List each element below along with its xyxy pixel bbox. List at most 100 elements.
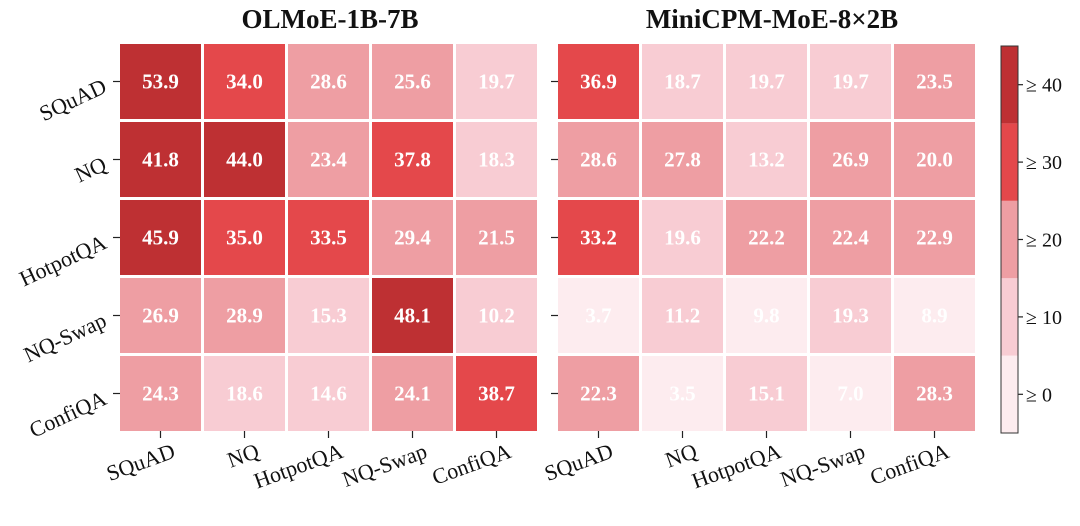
cell-value-label: 19.3 bbox=[832, 304, 869, 328]
cell-value-label: 29.4 bbox=[394, 226, 431, 250]
cell-value-label: 3.7 bbox=[585, 304, 611, 328]
heatmap-cell-hotpotqa-nq bbox=[642, 200, 723, 275]
cell-value-label: 11.2 bbox=[665, 304, 701, 328]
heatmap-cell-nq-swap-nq bbox=[204, 278, 285, 353]
heatmap-cell-nq-hotpotqa bbox=[726, 122, 807, 197]
cell-value-label: 36.9 bbox=[580, 70, 617, 94]
heatmap-cell-confiqa-squad bbox=[558, 356, 639, 431]
heatmap-cell-hotpotqa-nq-swap bbox=[810, 200, 891, 275]
colorbar: ≥ 0 ≥ 10 ≥ 20 ≥ 30 ≥ 40 bbox=[1000, 45, 1062, 434]
heatmap-cell-nq-squad bbox=[558, 122, 639, 197]
heatmap-cell-confiqa-confiqa bbox=[894, 356, 975, 431]
cell-value-label: 22.4 bbox=[832, 226, 869, 250]
heatmap-cell-nq-squad bbox=[120, 122, 201, 197]
heatmap-cell-squad-nq-swap bbox=[810, 44, 891, 119]
heatmap-cell-hotpotqa-confiqa bbox=[894, 200, 975, 275]
cell-value-label: 27.8 bbox=[664, 148, 701, 172]
cell-value-label: 15.1 bbox=[748, 382, 785, 406]
cell-value-label: 20.0 bbox=[916, 148, 953, 172]
heatmap-cell-hotpotqa-hotpotqa bbox=[288, 200, 369, 275]
y-tick-label-nq: NQ bbox=[71, 151, 110, 187]
heatmap-cell-hotpotqa-hotpotqa bbox=[726, 200, 807, 275]
cell-value-label: 22.9 bbox=[916, 226, 953, 250]
cell-value-label: 7.0 bbox=[837, 382, 863, 406]
heatmap-cell-nq-hotpotqa bbox=[288, 122, 369, 197]
colorbar-label: ≥ 40 bbox=[1026, 75, 1062, 97]
x-tick-label-confiqa: ConfiQA bbox=[429, 438, 515, 490]
cell-value-label: 28.3 bbox=[916, 382, 953, 406]
heatmap-cell-confiqa-nq-swap bbox=[810, 356, 891, 431]
cell-value-label: 13.2 bbox=[748, 148, 785, 172]
heatmap-cell-squad-confiqa bbox=[456, 44, 537, 119]
colorbar-frame bbox=[1000, 45, 1019, 434]
x-tick-label-squad: SQuAD bbox=[541, 438, 616, 486]
panel-title-minicpm: MiniCPM-MoE-8×2B bbox=[646, 4, 898, 34]
cell-value-label: 23.5 bbox=[916, 70, 953, 94]
cell-value-label: 34.0 bbox=[226, 70, 263, 94]
heatmap-cell-nq-nq-swap bbox=[372, 122, 453, 197]
y-tick-label-hotpotqa: HotpotQA bbox=[15, 229, 110, 291]
heatmap-cell-squad-confiqa bbox=[894, 44, 975, 119]
heatmap-cell-confiqa-nq bbox=[642, 356, 723, 431]
cell-value-label: 3.5 bbox=[669, 382, 695, 406]
heatmap-cell-confiqa-nq bbox=[204, 356, 285, 431]
colorbar-label: ≥ 0 bbox=[1026, 384, 1052, 406]
heatmap-cell-squad-nq bbox=[642, 44, 723, 119]
heatmap-cell-nq-swap-confiqa bbox=[456, 278, 537, 353]
heatmap-cell-nq-nq bbox=[642, 122, 723, 197]
heatmap-cell-squad-hotpotqa bbox=[726, 44, 807, 119]
heatmap-cell-nq-swap-nq-swap bbox=[372, 278, 453, 353]
heatmap-cell-nq-swap-nq-swap bbox=[810, 278, 891, 353]
x-tick-label-squad: SQuAD bbox=[103, 438, 178, 486]
cell-value-label: 38.7 bbox=[478, 382, 515, 406]
heatmap-cell-confiqa-confiqa bbox=[456, 356, 537, 431]
cell-value-label: 15.3 bbox=[310, 304, 347, 328]
cell-value-label: 45.9 bbox=[142, 226, 179, 250]
x-tick-label-hotpotqa: HotpotQA bbox=[250, 438, 346, 493]
cell-value-label: 19.7 bbox=[748, 70, 785, 94]
heatmap-cell-nq-swap-confiqa bbox=[894, 278, 975, 353]
colorbar-segment bbox=[1001, 355, 1018, 433]
cell-value-label: 41.8 bbox=[142, 148, 179, 172]
cell-value-label: 18.6 bbox=[226, 382, 263, 406]
x-tick-label-hotpotqa: HotpotQA bbox=[688, 438, 784, 493]
heatmap-cell-confiqa-hotpotqa bbox=[726, 356, 807, 431]
heatmap-cell-nq-swap-squad bbox=[558, 278, 639, 353]
cell-value-label: 28.6 bbox=[580, 148, 617, 172]
heatmap-panel-olmoe: 53.9 34.0 28.6 25.6 19.7 41.8 44.0 23.4 37.8 18.3… bbox=[15, 44, 537, 493]
heatmap-cell-nq-swap-hotpotqa bbox=[288, 278, 369, 353]
cell-value-label: 22.2 bbox=[748, 226, 785, 250]
heatmap-cell-hotpotqa-squad bbox=[558, 200, 639, 275]
colorbar-segment bbox=[1001, 200, 1018, 279]
heatmap-cell-nq-nq-swap bbox=[810, 122, 891, 197]
x-tick-label-confiqa: ConfiQA bbox=[867, 438, 953, 490]
cell-value-label: 23.4 bbox=[310, 148, 347, 172]
cell-value-label: 18.3 bbox=[478, 148, 515, 172]
y-tick-label-squad: SQuAD bbox=[35, 73, 110, 126]
heatmap-cell-squad-squad bbox=[120, 44, 201, 119]
cell-value-label: 37.8 bbox=[394, 148, 431, 172]
heatmap-cell-squad-squad bbox=[558, 44, 639, 119]
cell-value-label: 28.6 bbox=[310, 70, 347, 94]
heatmap-cell-nq-swap-nq bbox=[642, 278, 723, 353]
cell-value-label: 33.2 bbox=[580, 226, 617, 250]
cell-value-label: 24.1 bbox=[394, 382, 431, 406]
cell-value-label: 18.7 bbox=[664, 70, 701, 94]
cell-value-label: 28.9 bbox=[226, 304, 263, 328]
x-tick-label-nq-swap: NQ-Swap bbox=[777, 438, 868, 492]
heatmap-cell-nq-swap-hotpotqa bbox=[726, 278, 807, 353]
heatmap-cell-nq-swap-squad bbox=[120, 278, 201, 353]
heatmap-cell-hotpotqa-squad bbox=[120, 200, 201, 275]
heatmap-cell-hotpotqa-nq-swap bbox=[372, 200, 453, 275]
cell-value-label: 44.0 bbox=[226, 148, 263, 172]
cell-value-label: 22.3 bbox=[580, 382, 617, 406]
x-tick-label-nq-swap: NQ-Swap bbox=[339, 438, 430, 492]
cell-value-label: 24.3 bbox=[142, 382, 179, 406]
cell-value-label: 19.7 bbox=[478, 70, 515, 94]
cell-value-label: 33.5 bbox=[310, 226, 347, 250]
colorbar-segment bbox=[1001, 278, 1018, 356]
heatmap-cell-squad-nq-swap bbox=[372, 44, 453, 119]
heatmap-cell-confiqa-nq-swap bbox=[372, 356, 453, 431]
cell-value-label: 21.5 bbox=[478, 226, 515, 250]
